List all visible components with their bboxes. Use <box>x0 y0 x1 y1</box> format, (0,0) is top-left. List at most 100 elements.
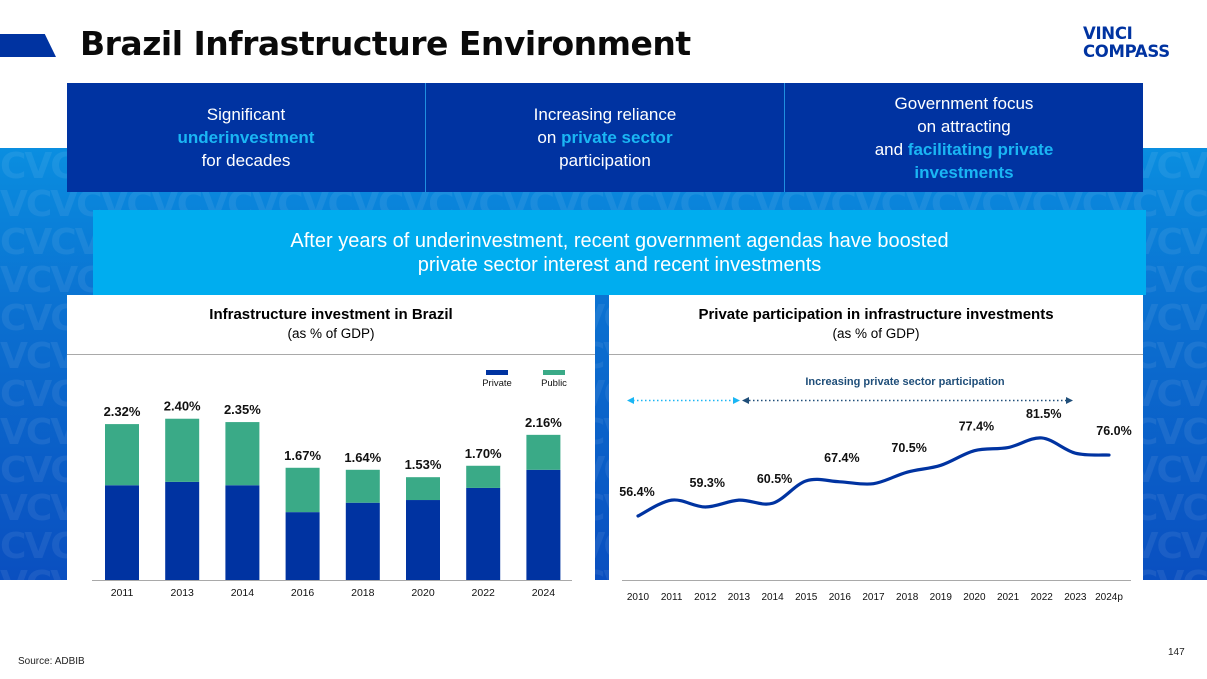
theme-text: Increasing reliance <box>533 105 677 124</box>
bar-total-label: 2.16% <box>525 415 562 430</box>
bar-total-label: 2.40% <box>164 399 201 414</box>
theme-text: and <box>874 139 908 159</box>
title-accent-bar <box>0 34 56 57</box>
theme-highlight: facilitating private <box>907 139 1054 159</box>
theme-government-focus: Government focus on attracting and facil… <box>785 83 1143 192</box>
bar-total-label: 2.32% <box>104 404 141 419</box>
theme-text: for decades <box>201 151 291 170</box>
bar-private-2020 <box>406 500 440 580</box>
x-tick-label: 2018 <box>896 592 919 603</box>
bar-total-label: 1.67% <box>284 448 321 463</box>
theme-underinvestment: Significant underinvestment for decades <box>67 83 426 192</box>
bar-private-2024 <box>526 469 561 580</box>
x-tick-label: 2021 <box>997 592 1020 603</box>
x-tick-label: 2011 <box>661 592 683 603</box>
logo-line-2: COMPASS <box>1083 42 1170 61</box>
x-tick-label: 2014 <box>761 592 784 603</box>
chart-subtitle: (as % of GDP) <box>287 326 375 341</box>
arrowhead-left-icon <box>742 397 749 404</box>
x-tick-label: 2013 <box>728 592 751 603</box>
x-tick-label: 2015 <box>795 592 818 603</box>
arrowhead-right-icon <box>733 397 740 404</box>
data-label: 76.0% <box>1096 424 1131 438</box>
x-tick-label: 2023 <box>1064 592 1087 603</box>
bar-total-label: 1.70% <box>465 446 502 461</box>
bar-total-label: 2.35% <box>224 402 261 417</box>
bar-total-label: 1.64% <box>344 450 381 465</box>
legend-swatch-private <box>486 370 508 375</box>
chart-subtitle: (as % of GDP) <box>832 326 920 341</box>
banner-line-1: After years of underinvestment, recent g… <box>290 229 949 252</box>
x-tick-label: 2020 <box>963 592 986 603</box>
x-tick-label: 2012 <box>694 592 717 603</box>
x-tick-label: 2020 <box>411 587 435 599</box>
x-tick-label: 2024 <box>532 587 556 599</box>
participation-chart-panel: Private participation in infrastructure … <box>609 295 1143 613</box>
bar-public-2018 <box>345 469 380 503</box>
bar-public-2013 <box>165 418 200 482</box>
series-line-private-participation <box>636 436 1111 518</box>
theme-highlight: private sector <box>561 128 673 147</box>
data-label: 60.5% <box>757 472 792 486</box>
bar-private-2022 <box>466 487 501 580</box>
source-note: Source: ADBIB <box>18 656 85 667</box>
arrowhead-right-icon <box>1066 397 1073 404</box>
x-tick-label: 2022 <box>1031 592 1054 603</box>
x-tick-label: 2014 <box>231 587 255 599</box>
x-tick-label: 2011 <box>111 587 134 599</box>
legend-label-private: Private <box>482 378 512 389</box>
bar-public-2014 <box>225 422 260 486</box>
theme-text: on <box>537 128 562 147</box>
data-label: 67.4% <box>824 451 859 465</box>
logo-line-1: VINCI <box>1083 24 1133 43</box>
bar-public-2024 <box>526 434 561 470</box>
theme-text: participation <box>559 151 651 170</box>
x-tick-label: 2010 <box>627 592 650 603</box>
data-label: 59.3% <box>690 476 725 490</box>
chart-header: Infrastructure investment in Brazil (as … <box>67 295 595 355</box>
x-tick-label: 2022 <box>472 587 496 599</box>
key-themes-row: Significant underinvestment for decades … <box>67 83 1143 192</box>
theme-text: on attracting <box>917 116 1011 136</box>
page-title: Brazil Infrastructure Environment <box>80 24 691 63</box>
chart-title: Private participation in infrastructure … <box>698 306 1054 323</box>
x-tick-label: 2019 <box>930 592 953 603</box>
data-label: 77.4% <box>959 420 994 434</box>
theme-private-reliance: Increasing reliance on private sector pa… <box>426 83 785 192</box>
bar-public-2011 <box>105 424 139 486</box>
bar-private-2011 <box>105 485 139 580</box>
banner-line-2: private sector interest and recent inves… <box>417 253 822 276</box>
bar-public-2020 <box>406 477 440 501</box>
theme-text: Government focus <box>894 93 1034 113</box>
chart-header: Private participation in infrastructure … <box>609 295 1143 355</box>
investment-chart-panel: Infrastructure investment in Brazil (as … <box>67 295 595 613</box>
line-chart: 2010 2011 2012 2013 2014 2015 2016 2017 2018 2019… <box>619 376 1131 603</box>
page-number: 147 <box>1168 647 1185 658</box>
x-tick-label: 2024p <box>1095 592 1123 603</box>
data-label: 81.5% <box>1026 407 1061 421</box>
bar-private-2013 <box>165 481 200 580</box>
annotation-label: Increasing private sector participation <box>805 376 1005 388</box>
summary-banner: After years of underinvestment, recent g… <box>93 210 1146 295</box>
x-tick-label: 2013 <box>171 587 195 599</box>
bar-private-2018 <box>345 502 380 580</box>
bar-private-2014 <box>225 485 260 580</box>
bar-total-label: 1.53% <box>405 457 442 472</box>
legend-swatch-public <box>543 370 565 375</box>
stacked-bar-chart: 2.32% 2011 2.40% 2013 2.35% 2014 1.67% 2016 1.64… <box>92 370 572 599</box>
x-tick-label: 2016 <box>291 587 315 599</box>
vinci-compass-logo: VINCI COMPASS <box>1083 25 1170 61</box>
x-tick-label: 2018 <box>351 587 375 599</box>
theme-text: Significant <box>206 105 286 124</box>
bar-public-2022 <box>466 465 501 488</box>
legend-label-public: Public <box>541 378 567 389</box>
data-label: 56.4% <box>619 485 654 499</box>
chart-title: Infrastructure investment in Brazil <box>209 306 453 323</box>
bar-private-2016 <box>285 512 320 580</box>
data-label: 70.5% <box>891 441 926 455</box>
x-tick-label: 2017 <box>862 592 885 603</box>
x-tick-label: 2016 <box>829 592 852 603</box>
theme-highlight: underinvestment <box>177 128 315 147</box>
arrowhead-left-icon <box>627 397 634 404</box>
bar-public-2016 <box>285 467 320 513</box>
